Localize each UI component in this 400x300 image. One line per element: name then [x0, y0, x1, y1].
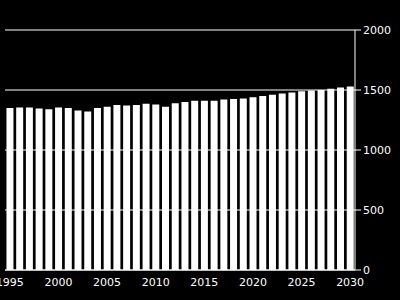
svg-text:2010: 2010	[142, 276, 170, 289]
svg-text:1000: 1000	[363, 144, 391, 157]
svg-text:0: 0	[363, 264, 370, 277]
svg-text:2025: 2025	[288, 276, 316, 289]
svg-text:2000: 2000	[363, 24, 391, 37]
svg-text:2020: 2020	[239, 276, 267, 289]
svg-text:2000: 2000	[44, 276, 72, 289]
svg-text:1500: 1500	[363, 84, 391, 97]
svg-text:2030: 2030	[336, 276, 364, 289]
svg-text:1995: 1995	[8, 276, 24, 289]
svg-text:500: 500	[363, 204, 384, 217]
svg-text:2005: 2005	[93, 276, 121, 289]
svg-text:2015: 2015	[190, 276, 218, 289]
